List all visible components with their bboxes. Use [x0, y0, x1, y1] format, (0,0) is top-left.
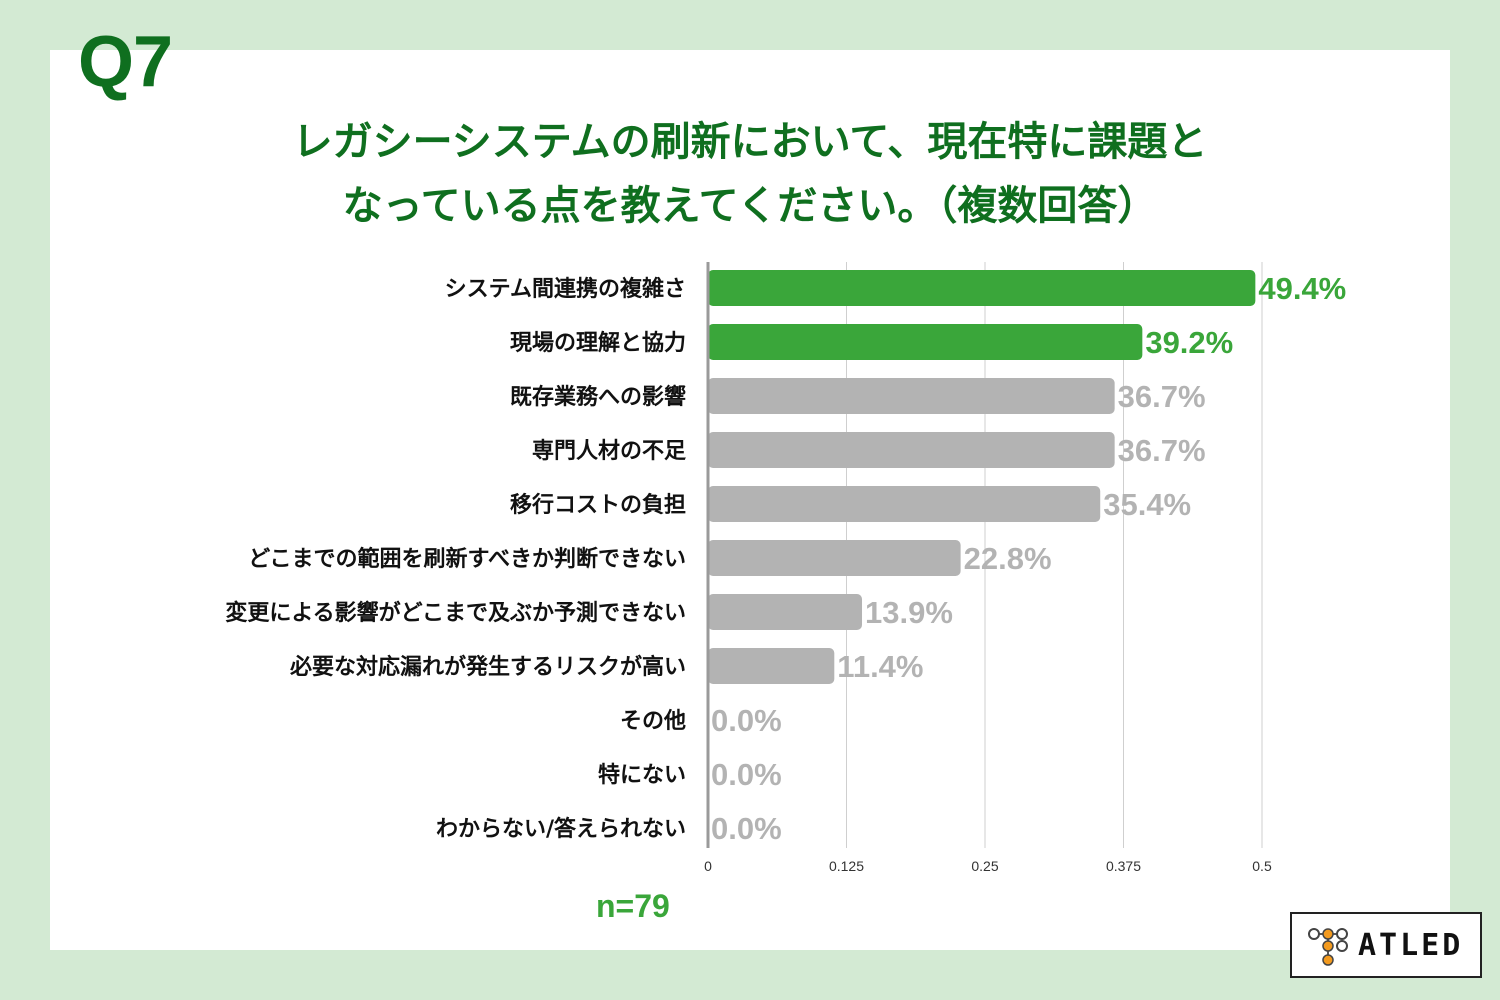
question-number: Q7	[78, 22, 173, 102]
atled-logo-icon	[1308, 928, 1348, 966]
bar	[708, 324, 1143, 360]
x-tick-label: 0.125	[829, 858, 864, 874]
category-label: 移行コストの負担	[510, 492, 686, 518]
category-label: 専門人材の不足	[532, 439, 686, 464]
value-label: 0.0%	[711, 811, 782, 846]
bar	[708, 432, 1115, 468]
value-label: 36.7%	[1118, 433, 1206, 468]
category-label: 既存業務への影響	[510, 384, 686, 410]
value-label: 0.0%	[711, 703, 782, 738]
chart-title-line-1: レガシーシステムの刷新において、現在特に課題と	[292, 119, 1208, 165]
value-label: 49.4%	[1258, 271, 1346, 306]
x-tick-label: 0.25	[971, 858, 998, 874]
category-label: わからない/答えられない	[436, 816, 686, 842]
bar	[708, 486, 1101, 522]
value-label: 13.9%	[865, 595, 953, 630]
value-label: 39.2%	[1145, 325, 1233, 360]
sample-size: n=79	[596, 888, 670, 924]
x-tick-label: 0.5	[1252, 858, 1272, 874]
category-label: 変更による影響がどこまで及ぶか予測できない	[225, 600, 686, 626]
bar	[708, 270, 1256, 306]
bar	[708, 648, 835, 684]
chart-title-line-2: なっている点を教えてください。（複数回答）	[342, 183, 1158, 229]
chart-labels: 0 0.125 0.25 0.375 0.5 システム間連携の複雑さ 49.4% 現場の理解と…	[225, 271, 1346, 874]
bar	[708, 594, 863, 630]
value-label: 22.8%	[964, 541, 1052, 576]
atled-logo: ATLED	[1290, 912, 1482, 978]
value-label: 35.4%	[1103, 487, 1191, 522]
bar	[708, 378, 1115, 414]
bar	[708, 540, 961, 576]
value-label: 11.4%	[837, 649, 923, 684]
category-label: システム間連携の複雑さ	[445, 276, 686, 302]
category-label: 必要な対応漏れが発生するリスクが高い	[290, 654, 686, 680]
category-label: どこまでの範囲を刷新すべきか判断できない	[248, 546, 686, 572]
value-label: 0.0%	[711, 757, 782, 792]
atled-logo-text: ATLED	[1358, 928, 1464, 963]
category-label: その他	[620, 709, 686, 734]
category-label: 現場の理解と協力	[510, 330, 686, 356]
chart-title: レガシーシステムの刷新において、現在特に課題と なっている点を教えてください。（…	[150, 110, 1350, 238]
x-tick-label: 0.375	[1106, 858, 1141, 874]
value-label: 36.7%	[1118, 379, 1206, 414]
category-label: 特にない	[598, 762, 686, 788]
x-tick-label: 0	[704, 858, 712, 874]
chart-bars	[708, 270, 1256, 684]
